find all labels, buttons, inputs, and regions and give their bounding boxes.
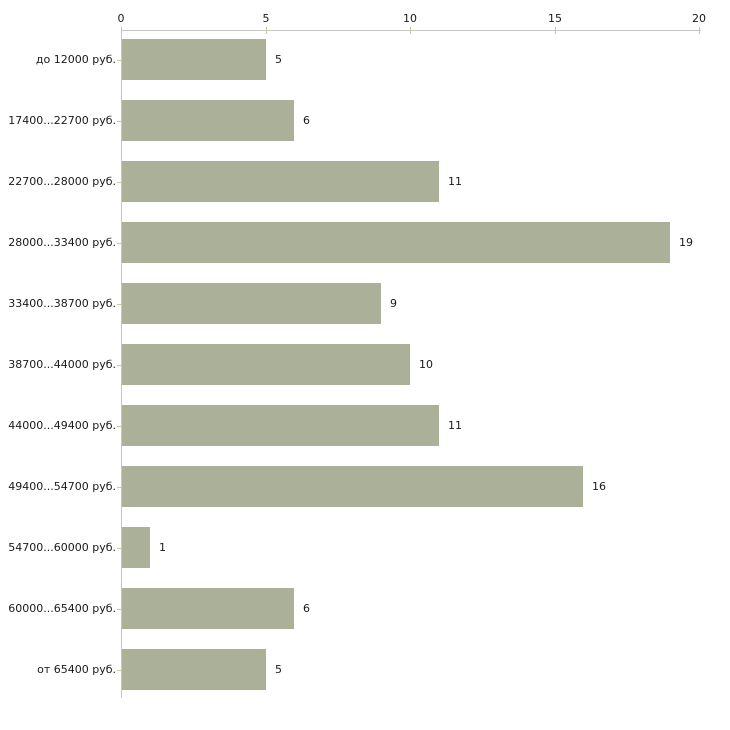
bar [122, 405, 439, 446]
value-label: 9 [390, 296, 397, 310]
y-tick-mark [117, 487, 121, 488]
category-label: 33400...38700 руб. [8, 296, 116, 310]
value-label: 16 [592, 479, 606, 493]
bar [122, 649, 266, 690]
x-tick-label: 15 [548, 12, 562, 25]
y-tick-mark [117, 60, 121, 61]
value-label: 11 [448, 174, 462, 188]
x-tick-label: 5 [262, 12, 270, 25]
value-label: 11 [448, 418, 462, 432]
x-tick-mark [121, 27, 122, 34]
category-label: 38700...44000 руб. [8, 357, 116, 371]
bar [122, 161, 439, 202]
bar [122, 344, 410, 385]
category-label: 60000...65400 руб. [8, 601, 116, 615]
category-label: 28000...33400 руб. [8, 235, 116, 249]
y-tick-mark [117, 365, 121, 366]
value-label: 6 [303, 113, 310, 127]
y-tick-mark [117, 670, 121, 671]
x-tick-label: 20 [692, 12, 706, 25]
value-label: 5 [275, 52, 282, 66]
y-axis-line [121, 30, 122, 698]
x-tick-mark [699, 27, 700, 34]
x-tick-mark [555, 27, 556, 34]
category-label: до 12000 руб. [35, 52, 116, 66]
bar [122, 588, 294, 629]
y-tick-mark [117, 182, 121, 183]
value-label: 10 [419, 357, 433, 371]
category-label: 54700...60000 руб. [8, 540, 116, 554]
y-tick-mark [117, 548, 121, 549]
bar [122, 39, 266, 80]
x-axis-line [121, 30, 701, 31]
value-label: 5 [275, 662, 282, 676]
category-label: 22700...28000 руб. [8, 174, 116, 188]
x-tick-mark [266, 27, 267, 34]
category-label: от 65400 руб. [37, 662, 116, 676]
bar [122, 100, 294, 141]
y-tick-mark [117, 121, 121, 122]
x-tick-label: 10 [403, 12, 417, 25]
y-tick-mark [117, 304, 121, 305]
bar [122, 527, 150, 568]
bar [122, 222, 670, 263]
value-label: 6 [303, 601, 310, 615]
category-label: 49400...54700 руб. [8, 479, 116, 493]
y-tick-mark [117, 243, 121, 244]
bar [122, 283, 381, 324]
value-label: 19 [679, 235, 693, 249]
y-tick-mark [117, 426, 121, 427]
bar [122, 466, 583, 507]
y-tick-mark [117, 609, 121, 610]
category-label: 44000...49400 руб. [8, 418, 116, 432]
x-tick-mark [410, 27, 411, 34]
category-label: 17400...22700 руб. [8, 113, 116, 127]
value-label: 1 [159, 540, 166, 554]
x-tick-label: 0 [117, 12, 125, 25]
